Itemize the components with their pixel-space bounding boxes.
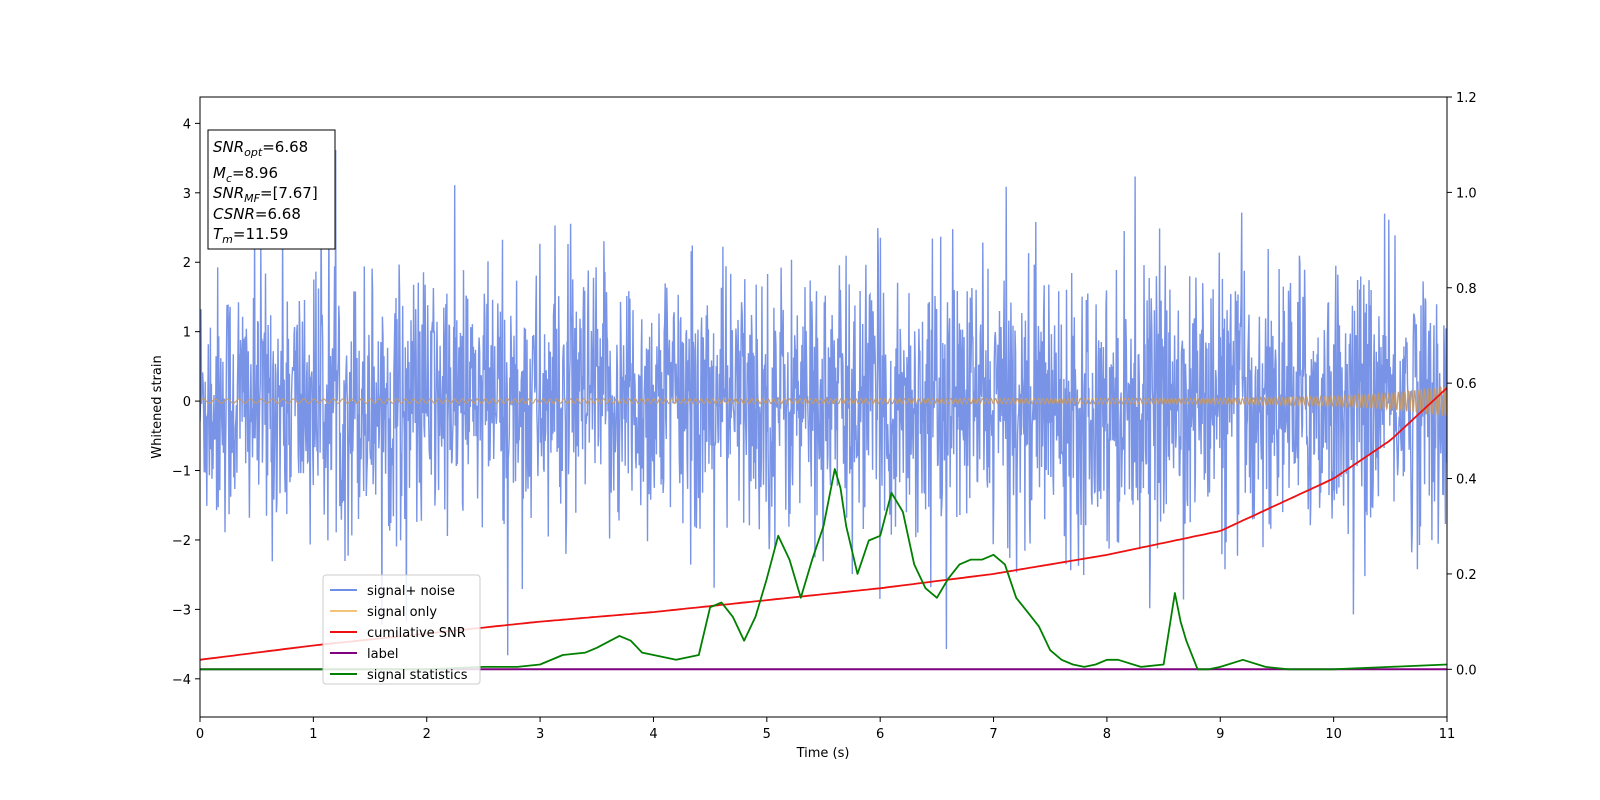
y-tick-label: 3 bbox=[183, 187, 191, 202]
y2-tick-label: 0.0 bbox=[1456, 663, 1477, 678]
tm-text: Tm=11.59 bbox=[213, 225, 288, 246]
legend: signal+ noise signal only cumilative SNR la… bbox=[322, 574, 481, 685]
y-tick-label: −1 bbox=[172, 465, 191, 480]
x-tick-label: 1 bbox=[309, 727, 317, 742]
x-tick-label: 0 bbox=[196, 727, 204, 742]
legend-label: label bbox=[367, 647, 398, 662]
y-tick-label: −2 bbox=[172, 534, 191, 549]
x-tick-label: 9 bbox=[1216, 727, 1224, 742]
legend-label: signal only bbox=[367, 605, 437, 620]
y-tick-label: −3 bbox=[172, 603, 191, 618]
y2-tick-label: 0.6 bbox=[1456, 377, 1477, 392]
x-tick-label: 11 bbox=[1439, 727, 1456, 742]
y-tick-label: 0 bbox=[183, 395, 191, 410]
x-tick-label: 7 bbox=[989, 727, 997, 742]
y2-tick-label: 1.2 bbox=[1456, 91, 1477, 106]
y-axis-right: 0.0 0.2 0.4 0.6 0.8 1.0 1.2 bbox=[1447, 91, 1477, 678]
info-box: SNRopt=6.68 Mc=8.96 SNRMF=[7.67] CSNR=6.… bbox=[207, 129, 336, 250]
signal-only-line bbox=[200, 386, 1447, 417]
signal-only-series bbox=[200, 386, 1447, 417]
y-tick-label: 4 bbox=[183, 117, 191, 132]
x-tick-label: 6 bbox=[876, 727, 884, 742]
y2-tick-label: 0.8 bbox=[1456, 282, 1477, 297]
legend-label: cumilative SNR bbox=[367, 626, 466, 641]
signal-statistics-line bbox=[200, 468, 1447, 671]
csnr-text: CSNR=6.68 bbox=[213, 205, 301, 223]
y2-tick-label: 0.2 bbox=[1456, 568, 1477, 583]
y2-tick-label: 1.0 bbox=[1456, 186, 1477, 201]
y-tick-label: 2 bbox=[183, 256, 191, 271]
plot-frame bbox=[199, 96, 1448, 718]
x-tick-label: 2 bbox=[423, 727, 431, 742]
legend-label: signal statistics bbox=[367, 668, 468, 683]
mc-text: Mc=8.96 bbox=[213, 164, 278, 185]
y-tick-label: −4 bbox=[172, 673, 191, 688]
x-tick-label: 10 bbox=[1325, 727, 1342, 742]
snr-mf-text: SNRMF=[7.67] bbox=[213, 184, 318, 205]
snr-opt-text: SNRopt=6.68 bbox=[213, 138, 308, 159]
x-tick-label: 8 bbox=[1103, 727, 1111, 742]
y-axis-label: Whitened strain bbox=[150, 355, 165, 458]
signal-noise-series bbox=[200, 149, 1447, 656]
y2-tick-label: 0.4 bbox=[1456, 473, 1477, 488]
legend-label: signal+ noise bbox=[367, 584, 455, 599]
y-axis-left: −4 −3 −2 −1 0 1 2 3 4 bbox=[172, 117, 200, 688]
y-tick-label: 1 bbox=[183, 326, 191, 341]
signal-statistics-series bbox=[200, 468, 1447, 671]
x-tick-label: 5 bbox=[763, 727, 771, 742]
x-tick-label: 3 bbox=[536, 727, 544, 742]
x-axis: 0 1 2 3 4 5 6 7 8 9 10 11 bbox=[196, 717, 1455, 742]
x-tick-label: 4 bbox=[649, 727, 657, 742]
info-box-frame bbox=[207, 129, 336, 250]
legend-frame bbox=[322, 574, 481, 685]
signal-noise-line bbox=[200, 149, 1447, 656]
x-axis-label: Time (s) bbox=[796, 746, 850, 761]
